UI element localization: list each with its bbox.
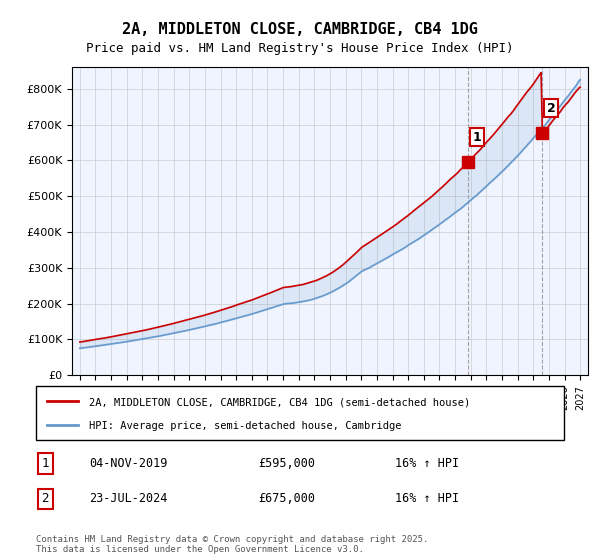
Text: £595,000: £595,000 xyxy=(258,457,315,470)
Text: £675,000: £675,000 xyxy=(258,492,315,506)
Text: 2: 2 xyxy=(41,492,49,506)
Text: 2A, MIDDLETON CLOSE, CAMBRIDGE, CB4 1DG: 2A, MIDDLETON CLOSE, CAMBRIDGE, CB4 1DG xyxy=(122,22,478,38)
Text: 1: 1 xyxy=(41,457,49,470)
Text: 23-JUL-2024: 23-JUL-2024 xyxy=(89,492,167,506)
Text: 2: 2 xyxy=(547,102,556,115)
Text: 1: 1 xyxy=(473,130,482,143)
Text: 04-NOV-2019: 04-NOV-2019 xyxy=(89,457,167,470)
Text: Contains HM Land Registry data © Crown copyright and database right 2025.
This d: Contains HM Land Registry data © Crown c… xyxy=(36,535,428,554)
Text: 2A, MIDDLETON CLOSE, CAMBRIDGE, CB4 1DG (semi-detached house): 2A, MIDDLETON CLOSE, CAMBRIDGE, CB4 1DG … xyxy=(89,398,470,407)
Text: 16% ↑ HPI: 16% ↑ HPI xyxy=(395,457,459,470)
FancyBboxPatch shape xyxy=(36,386,564,440)
Text: Price paid vs. HM Land Registry's House Price Index (HPI): Price paid vs. HM Land Registry's House … xyxy=(86,42,514,55)
Text: HPI: Average price, semi-detached house, Cambridge: HPI: Average price, semi-detached house,… xyxy=(89,421,401,431)
Text: 16% ↑ HPI: 16% ↑ HPI xyxy=(395,492,459,506)
